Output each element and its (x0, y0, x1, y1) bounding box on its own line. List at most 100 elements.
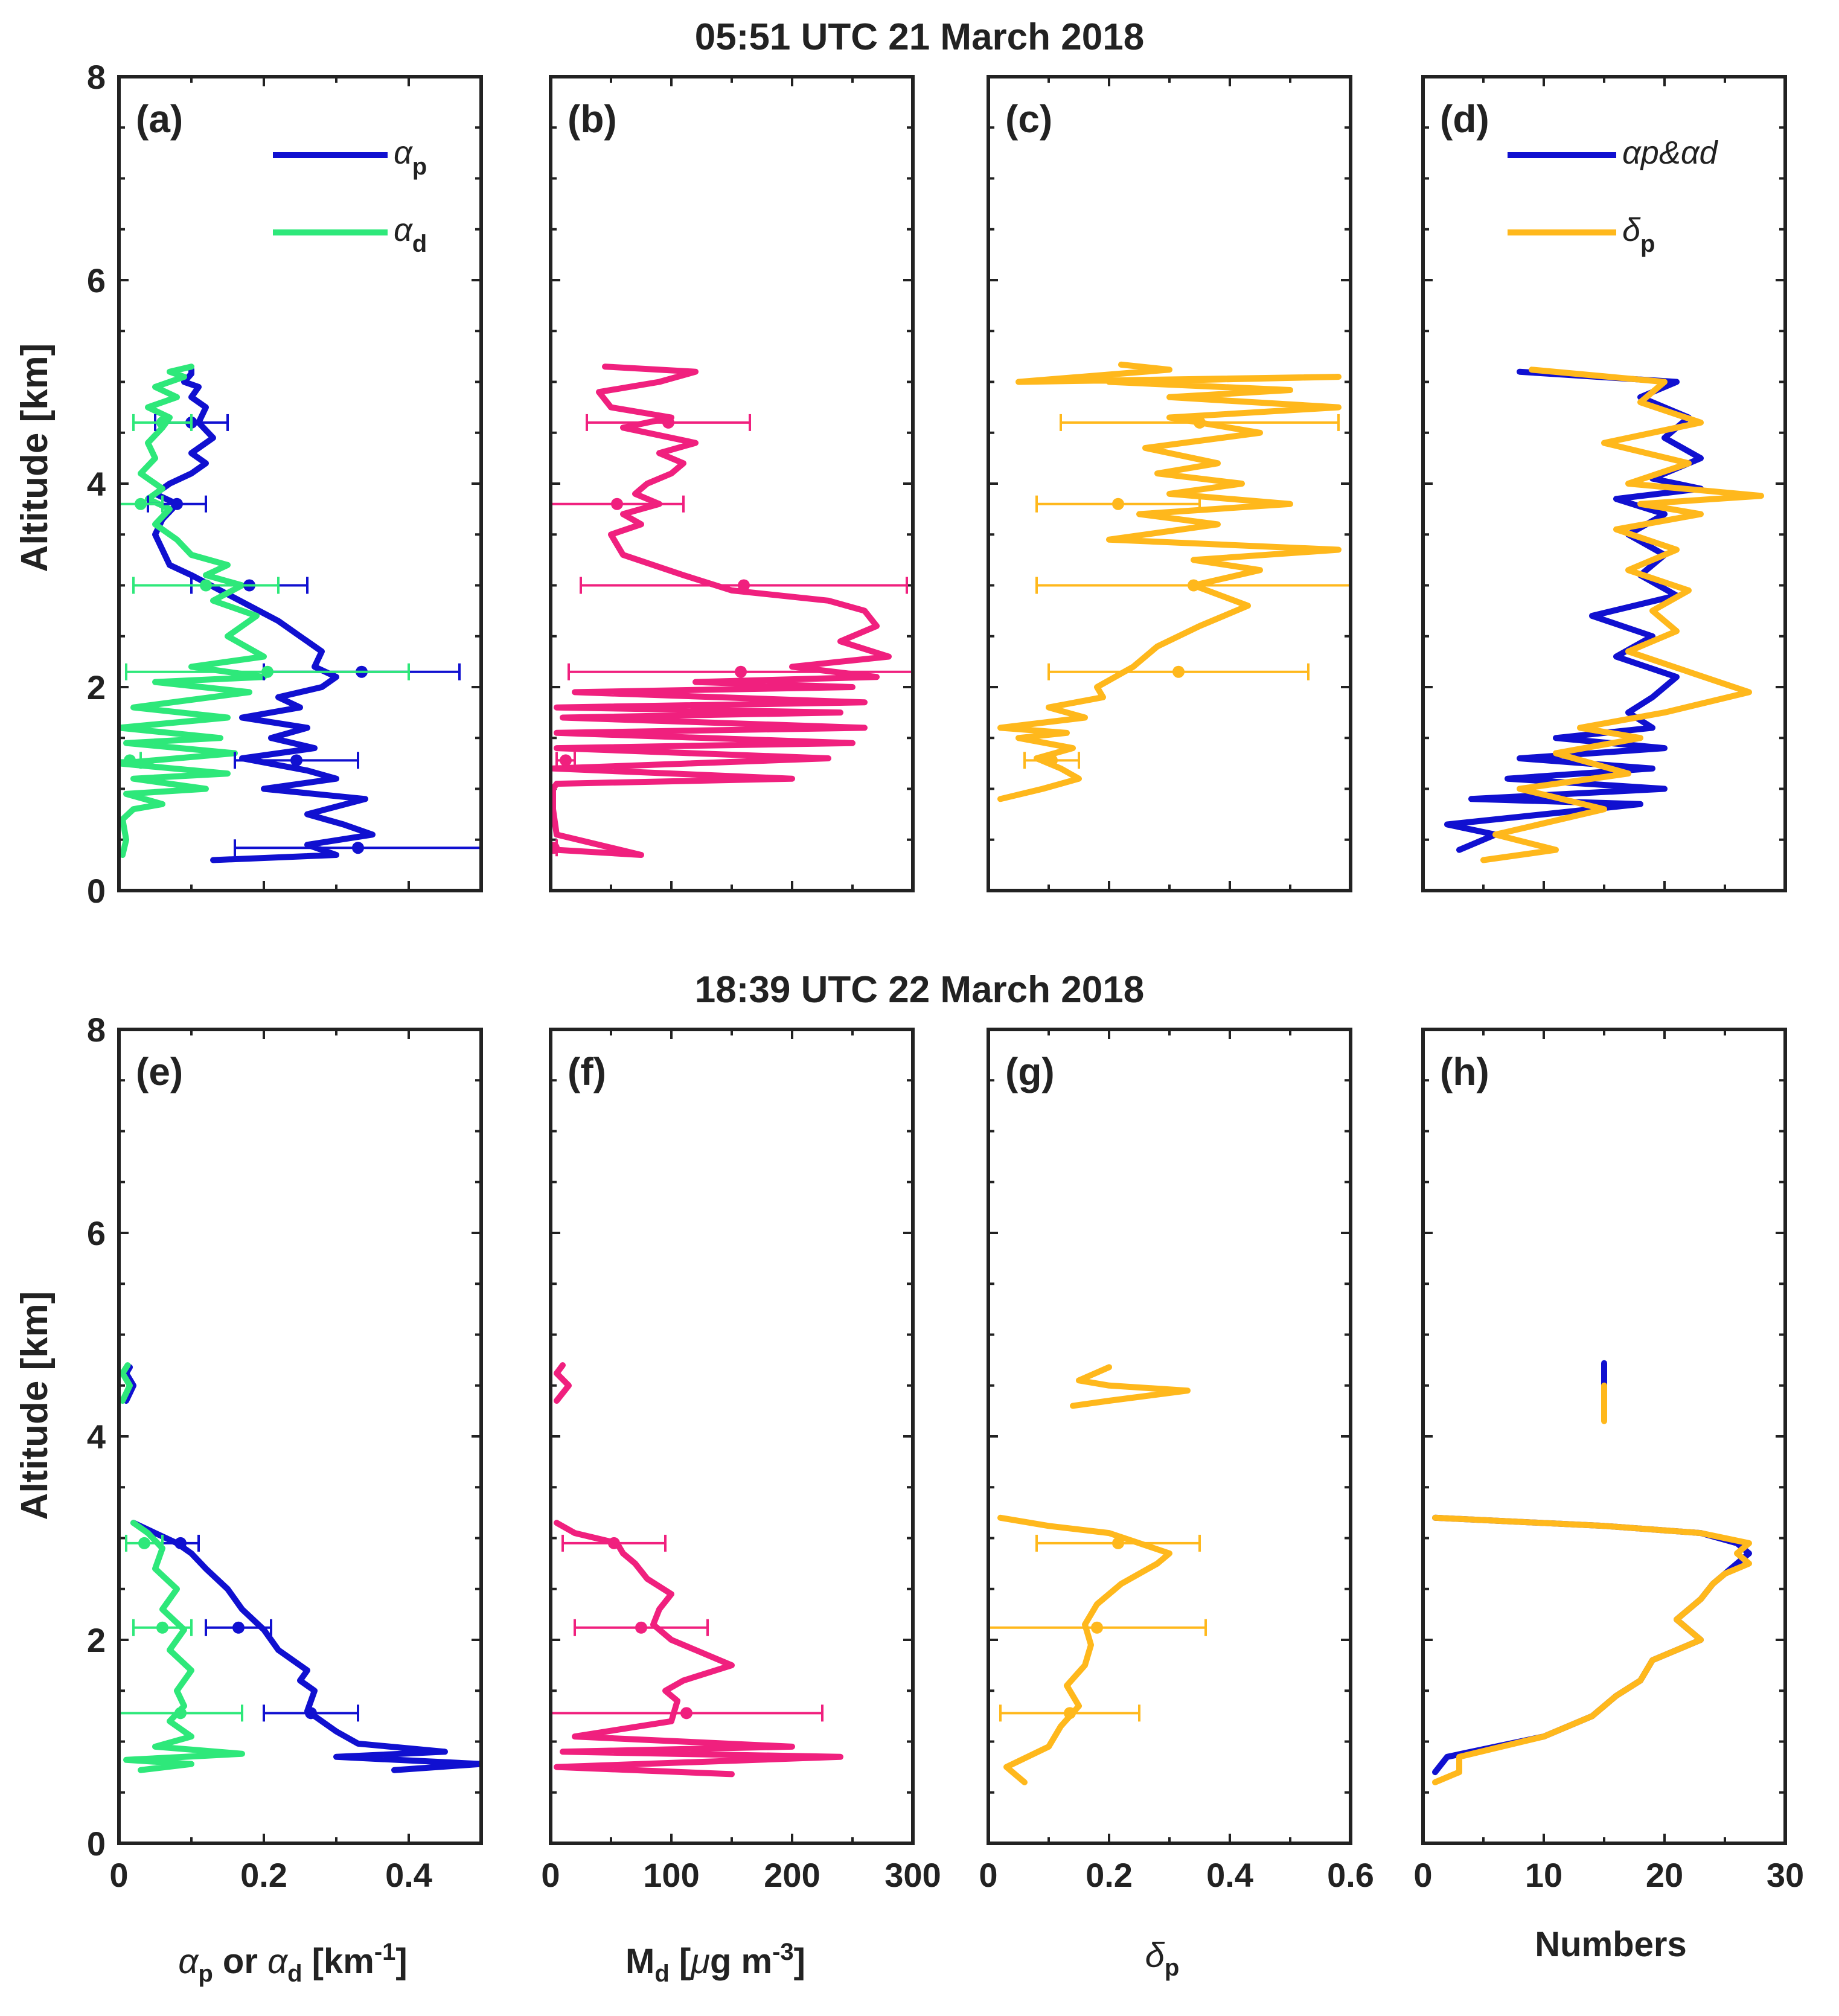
x-tick-label: 0 (541, 1856, 560, 1894)
plot-area (1444, 366, 1764, 863)
error-bar-b-4 (555, 752, 576, 769)
plot-area (119, 363, 481, 863)
y-tick-label: 4 (87, 1418, 106, 1456)
error-bar-f-0 (561, 1534, 667, 1552)
error-bar-b-0 (586, 414, 751, 431)
x-axis-label-numbers: Numbers (1535, 1925, 1686, 1964)
error-bar-a-10 (119, 752, 142, 769)
series-line-e-0 (130, 1520, 481, 1773)
error-bar-c-4 (1023, 752, 1080, 769)
panel-label: (g) (1005, 1050, 1055, 1093)
series-line-g-0 (997, 1514, 1172, 1785)
y-tick-label: 4 (87, 465, 106, 503)
plot-area (119, 1362, 481, 1773)
panel-label: (e) (136, 1050, 183, 1093)
y-tick-label: 6 (87, 261, 106, 299)
error-bar-e-2 (263, 1704, 359, 1722)
error-bar-a-8 (132, 577, 280, 594)
series-line-a-1 (119, 363, 267, 858)
axes-frame (549, 1028, 915, 1845)
error-bar-b-5 (551, 839, 560, 857)
x-tick-label: 200 (764, 1856, 820, 1894)
plot-area (997, 361, 1351, 802)
error-bar-e-4 (132, 1619, 193, 1636)
series-line-f-1 (554, 1362, 572, 1404)
plot-area (551, 363, 913, 858)
x-tick-label: 0.4 (385, 1856, 432, 1894)
series-line-h-2 (1432, 1514, 1752, 1785)
legend-label-d-0: αp&αd (1622, 135, 1719, 171)
x-tick-label: 0.4 (1206, 1856, 1253, 1894)
x-tick-label: 0.6 (1327, 1856, 1374, 1894)
axes-frame (117, 75, 483, 892)
error-bar-b-3 (568, 663, 913, 680)
x-tick-label: 0 (979, 1856, 997, 1894)
title-row-2: 18:39 UTC 22 March 2018 (695, 969, 1144, 1011)
panel-label: (h) (1440, 1050, 1489, 1093)
y-axis-label-row-1: Altitude [km] (14, 344, 56, 572)
series-line-e-3 (120, 1362, 133, 1404)
panel-label: (b) (568, 97, 617, 141)
error-bar-b-2 (580, 577, 908, 594)
error-bar-g-2 (999, 1704, 1140, 1722)
series-line-e-2 (123, 1520, 245, 1773)
error-bar-f-1 (574, 1619, 709, 1636)
error-bar-f-2 (551, 1704, 824, 1722)
panel-h: 0 10 20 30 (h) (1413, 1028, 1804, 1894)
panel-g: 0 0.2 0.4 0.6 (g) (979, 1028, 1374, 1894)
error-bar-a-4 (234, 752, 359, 769)
series-line-d-1 (1480, 366, 1764, 863)
plot-area (988, 1364, 1207, 1785)
x-tick-label: 30 (1767, 1856, 1804, 1894)
y-tick-label: 2 (87, 1621, 106, 1659)
series-line-f-0 (554, 1520, 843, 1778)
x-tick-label: 0 (1413, 1856, 1432, 1894)
error-bar-e-1 (205, 1619, 272, 1636)
y-tick-label: 8 (87, 58, 106, 96)
error-bar-a-7 (119, 495, 164, 513)
plot-area (551, 1362, 843, 1778)
error-bar-a-5 (234, 839, 481, 857)
y-tick-label: 8 (87, 1011, 106, 1049)
panel-d: (d) αp&αd δp (1421, 75, 1787, 892)
x-tick-label: 20 (1646, 1856, 1683, 1894)
error-bar-c-1 (1035, 495, 1201, 513)
y-tick-label: 2 (87, 668, 106, 706)
error-bar-e-3 (125, 1534, 164, 1552)
panel-label: (a) (136, 97, 183, 141)
y-axis-label-row-2: Altitude [km] (14, 1291, 56, 1520)
x-tick-label: 100 (643, 1856, 699, 1894)
error-bar-g-0 (1035, 1534, 1201, 1552)
plot-area (1432, 1360, 1752, 1785)
x-axis-label-delta: δp (1145, 1936, 1180, 1981)
x-tick-label: 10 (1525, 1856, 1562, 1894)
series-line-a-0 (152, 366, 376, 863)
legend-label-a-1: αd (394, 212, 427, 257)
axes-frame (1421, 1028, 1787, 1845)
axes-frame (987, 1028, 1352, 1845)
error-bar-a-6 (132, 414, 193, 431)
error-bar-g-1 (988, 1619, 1207, 1636)
x-tick-label: 0.2 (1086, 1856, 1133, 1894)
axes-frame (549, 75, 915, 892)
title-row-1: 05:51 UTC 21 March 2018 (695, 16, 1144, 58)
panel-e: 0 2 4 6 8 0 0.2 0.4 (e) (87, 1011, 483, 1894)
x-axis-label-alpha: αp or αd [km-1] (178, 1939, 407, 1987)
x-tick-label: 300 (884, 1856, 941, 1894)
legend-label-a-0: αp (394, 135, 427, 180)
series-line-c-0 (997, 361, 1342, 802)
x-axis-label-mass: Md [μg m-3] (625, 1939, 805, 1987)
panel-label: (f) (568, 1050, 606, 1093)
x-tick-label: 0 (109, 1856, 128, 1894)
panel-b: (b) (549, 75, 915, 892)
panel-c: (c) (987, 75, 1352, 892)
error-bar-c-2 (1035, 577, 1351, 594)
error-bar-e-5 (119, 1704, 243, 1722)
legend-label-d-1: δp (1622, 212, 1655, 257)
y-tick-label: 6 (87, 1214, 106, 1252)
axes-frame (987, 75, 1352, 892)
y-tick-label: 0 (87, 1825, 106, 1863)
series-line-b-0 (551, 363, 892, 858)
axes-frame (117, 1028, 483, 1845)
